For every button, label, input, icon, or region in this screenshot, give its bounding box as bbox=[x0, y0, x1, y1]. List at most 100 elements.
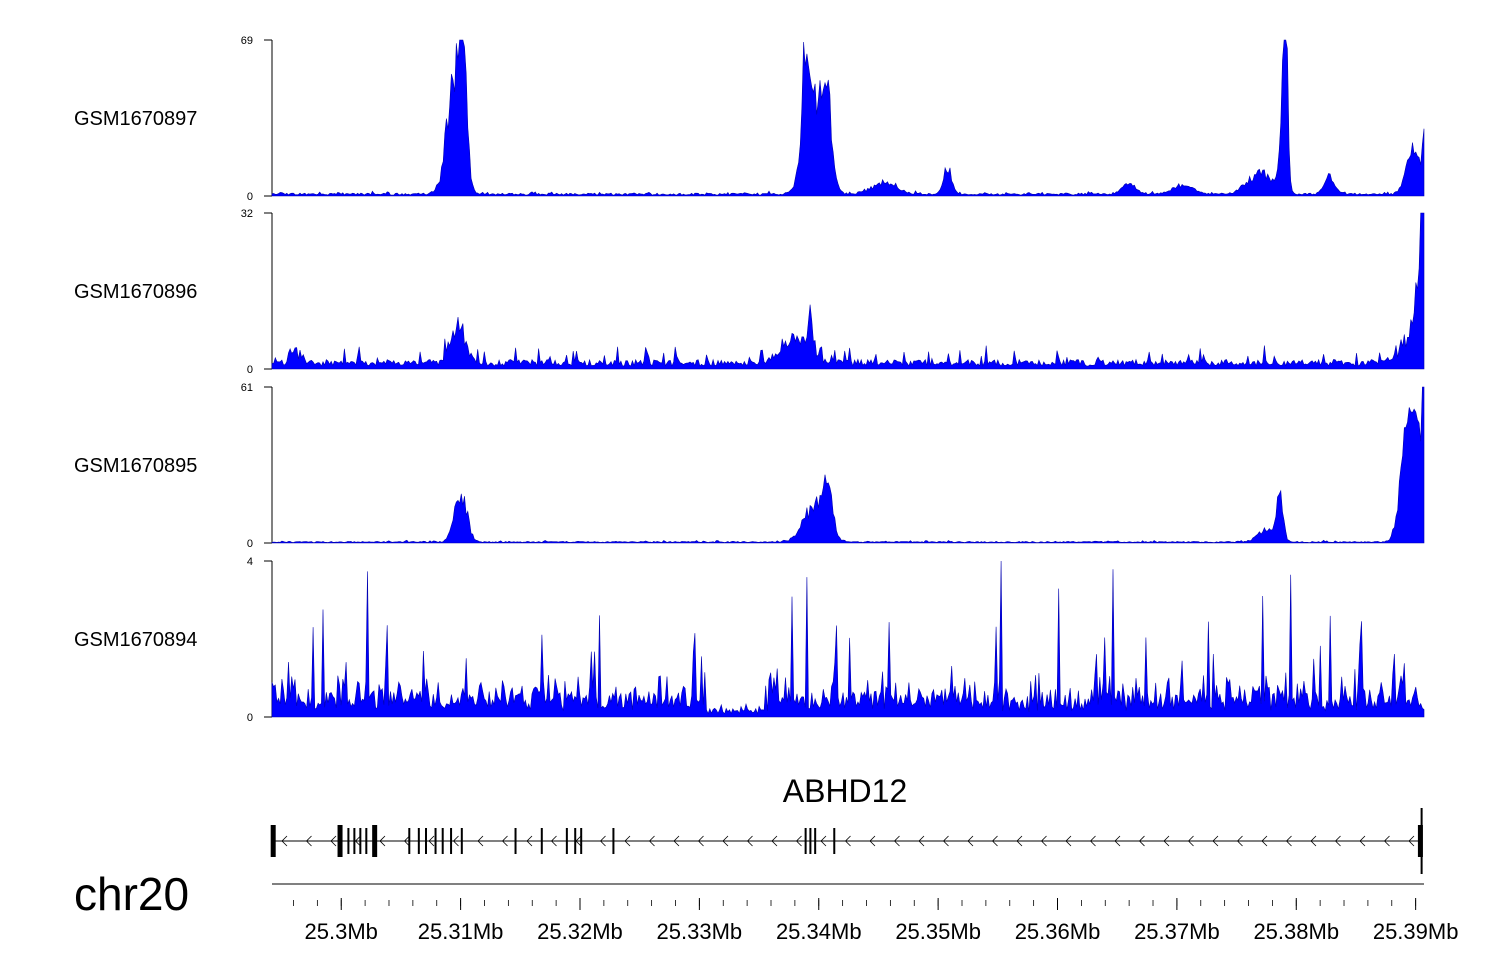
y-tick-label-max: 4 bbox=[247, 556, 253, 568]
strand-arrow bbox=[1138, 835, 1145, 847]
strand-arrow bbox=[1040, 835, 1047, 847]
strand-arrow bbox=[697, 835, 704, 847]
genomic-axis: chr20 25.3Mb 25.31Mb 25.32Mb 25.33Mb 25.34Mb… bbox=[74, 868, 1458, 944]
exon bbox=[580, 828, 583, 854]
exon bbox=[337, 825, 343, 857]
strand-arrow bbox=[1285, 835, 1292, 847]
y-tick-label-max: 32 bbox=[241, 208, 253, 220]
strand-arrow bbox=[428, 835, 435, 847]
strand-arrow bbox=[330, 835, 337, 847]
strand-arrow bbox=[1310, 835, 1317, 847]
strand-arrow bbox=[1016, 835, 1023, 847]
coverage-area bbox=[271, 39, 1425, 197]
exon bbox=[408, 828, 411, 854]
strand-arrow bbox=[844, 835, 851, 847]
strand-arrow bbox=[1334, 835, 1341, 847]
strand-arrow bbox=[795, 835, 802, 847]
exon bbox=[424, 828, 427, 854]
coverage-area bbox=[271, 212, 1425, 370]
coverage-area bbox=[271, 560, 1425, 718]
y-tick-label-max: 61 bbox=[241, 382, 253, 394]
track-GSM1670894: GSM1670894 0 4 bbox=[74, 556, 1425, 724]
strand-arrow bbox=[1359, 835, 1366, 847]
strand-arrow bbox=[1163, 835, 1170, 847]
x-tick-label: 25.32Mb bbox=[537, 919, 623, 944]
strand-arrow bbox=[746, 835, 753, 847]
coverage-area bbox=[271, 386, 1425, 544]
strand-arrow bbox=[1383, 835, 1390, 847]
exon bbox=[365, 828, 368, 854]
x-tick-label: 25.39Mb bbox=[1373, 919, 1459, 944]
track-label: GSM1670894 bbox=[74, 629, 197, 651]
exon bbox=[450, 828, 453, 854]
strand-arrow bbox=[305, 835, 312, 847]
track-GSM1670895: GSM1670895 0 61 bbox=[74, 382, 1425, 550]
strand-arrow bbox=[281, 835, 288, 847]
exon bbox=[359, 828, 362, 854]
x-tick-label: 25.38Mb bbox=[1253, 919, 1339, 944]
gene-model bbox=[270, 808, 1423, 874]
strand-arrow bbox=[893, 835, 900, 847]
exon bbox=[809, 828, 812, 854]
strand-arrow bbox=[550, 835, 557, 847]
gene-name-label: ABHD12 bbox=[783, 773, 908, 809]
x-tick-label: 25.34Mb bbox=[776, 919, 862, 944]
x-tick-label: 25.31Mb bbox=[418, 919, 504, 944]
strand-arrow bbox=[1187, 835, 1194, 847]
track-label: GSM1670896 bbox=[74, 281, 197, 303]
y-tick-label-max: 69 bbox=[241, 35, 253, 47]
strand-arrow bbox=[771, 835, 778, 847]
strand-arrow bbox=[918, 835, 925, 847]
strand-arrow bbox=[1236, 835, 1243, 847]
y-tick-label-min: 0 bbox=[247, 191, 253, 203]
strand-arrow bbox=[526, 835, 533, 847]
strand-arrow bbox=[673, 835, 680, 847]
exon bbox=[612, 828, 615, 854]
strand-arrow bbox=[1089, 835, 1096, 847]
track-GSM1670896: GSM1670896 0 32 bbox=[74, 208, 1425, 376]
strand-arrow bbox=[501, 835, 508, 847]
strand-arrow bbox=[1114, 835, 1121, 847]
x-tick-label: 25.37Mb bbox=[1134, 919, 1220, 944]
track-GSM1670897: GSM1670897 0 69 bbox=[74, 35, 1425, 203]
strand-arrow bbox=[1261, 835, 1268, 847]
chromosome-label: chr20 bbox=[74, 868, 189, 920]
track-label: GSM1670895 bbox=[74, 455, 197, 477]
y-tick-label-min: 0 bbox=[247, 538, 253, 550]
x-tick-label: 25.35Mb bbox=[895, 919, 981, 944]
x-tick-label: 25.33Mb bbox=[657, 919, 743, 944]
exon bbox=[270, 825, 276, 857]
strand-arrow bbox=[624, 835, 631, 847]
strand-arrow bbox=[403, 835, 410, 847]
x-tick-label: 25.3Mb bbox=[305, 919, 378, 944]
exon bbox=[417, 828, 420, 854]
strand-arrow bbox=[648, 835, 655, 847]
strand-arrow bbox=[1065, 835, 1072, 847]
strand-arrow bbox=[869, 835, 876, 847]
exon bbox=[460, 828, 463, 854]
exon bbox=[372, 825, 378, 857]
y-tick-label-min: 0 bbox=[247, 364, 253, 376]
exon bbox=[1417, 825, 1423, 857]
exon bbox=[434, 828, 437, 854]
strand-arrow bbox=[967, 835, 974, 847]
strand-arrow bbox=[1408, 835, 1415, 847]
exon bbox=[574, 828, 577, 854]
coverage-tracks: GSM1670897069GSM1670896032GSM1670895061G… bbox=[74, 35, 1425, 724]
exon bbox=[833, 828, 836, 854]
exon bbox=[804, 828, 807, 854]
exon bbox=[347, 828, 350, 854]
y-tick-label-min: 0 bbox=[247, 712, 253, 724]
exon bbox=[514, 828, 517, 854]
exon bbox=[540, 828, 543, 854]
x-ticks: 25.3Mb 25.31Mb 25.32Mb 25.33Mb 25.34Mb 25.35M… bbox=[293, 898, 1459, 944]
gene-annotation-track: ABHD12 bbox=[270, 773, 1423, 874]
track-label: GSM1670897 bbox=[74, 108, 197, 130]
strand-arrow bbox=[452, 835, 459, 847]
exon bbox=[565, 828, 568, 854]
exon bbox=[814, 828, 817, 854]
strand-arrow bbox=[991, 835, 998, 847]
exon bbox=[441, 828, 444, 854]
strand-arrow bbox=[1212, 835, 1219, 847]
